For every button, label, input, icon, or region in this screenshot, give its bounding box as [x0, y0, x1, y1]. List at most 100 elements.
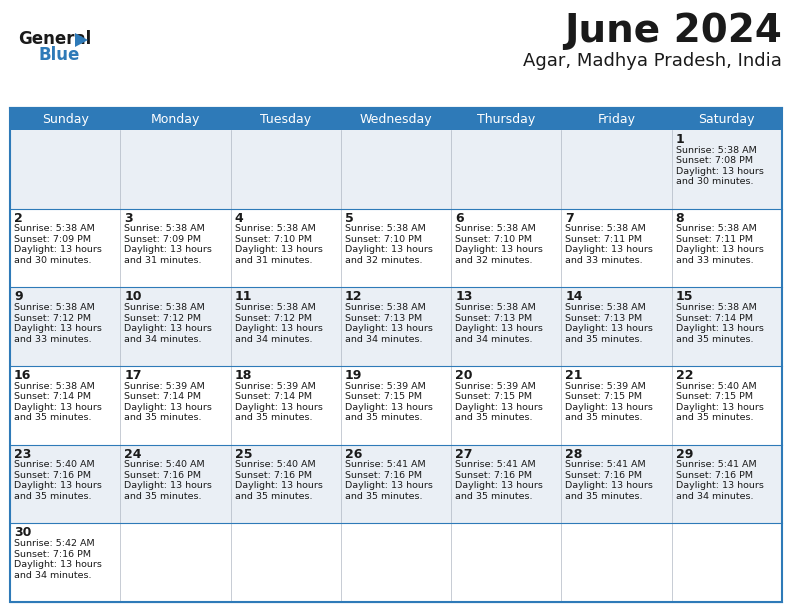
Text: and 35 minutes.: and 35 minutes.	[455, 413, 533, 422]
Text: and 31 minutes.: and 31 minutes.	[124, 256, 202, 265]
Text: 15: 15	[676, 290, 693, 304]
Text: and 35 minutes.: and 35 minutes.	[565, 335, 643, 343]
Text: Daylight: 13 hours: Daylight: 13 hours	[565, 245, 653, 255]
Text: Sunset: 7:14 PM: Sunset: 7:14 PM	[124, 392, 201, 401]
Text: Daylight: 13 hours: Daylight: 13 hours	[676, 403, 763, 412]
Text: Sunrise: 5:38 AM: Sunrise: 5:38 AM	[455, 225, 536, 233]
Text: Daylight: 13 hours: Daylight: 13 hours	[234, 482, 322, 490]
Text: Daylight: 13 hours: Daylight: 13 hours	[676, 482, 763, 490]
Text: Thursday: Thursday	[477, 113, 535, 125]
Text: 29: 29	[676, 447, 693, 461]
Text: and 33 minutes.: and 33 minutes.	[676, 256, 753, 265]
Text: Daylight: 13 hours: Daylight: 13 hours	[14, 403, 102, 412]
Text: 7: 7	[565, 212, 574, 225]
Text: Daylight: 13 hours: Daylight: 13 hours	[345, 324, 432, 333]
Text: and 35 minutes.: and 35 minutes.	[345, 492, 422, 501]
Text: 8: 8	[676, 212, 684, 225]
Text: Sunset: 7:15 PM: Sunset: 7:15 PM	[455, 392, 532, 401]
Text: Sunset: 7:12 PM: Sunset: 7:12 PM	[14, 313, 91, 323]
Text: Sunset: 7:16 PM: Sunset: 7:16 PM	[565, 471, 642, 480]
Text: Sunset: 7:16 PM: Sunset: 7:16 PM	[234, 471, 311, 480]
Text: Sunset: 7:16 PM: Sunset: 7:16 PM	[14, 550, 91, 559]
Text: Daylight: 13 hours: Daylight: 13 hours	[676, 167, 763, 176]
Text: Sunset: 7:12 PM: Sunset: 7:12 PM	[124, 313, 201, 323]
Text: and 33 minutes.: and 33 minutes.	[14, 335, 92, 343]
Text: Sunrise: 5:39 AM: Sunrise: 5:39 AM	[565, 382, 646, 391]
Text: 5: 5	[345, 212, 353, 225]
Text: 13: 13	[455, 290, 473, 304]
Text: Sunrise: 5:38 AM: Sunrise: 5:38 AM	[455, 303, 536, 312]
Text: Sunrise: 5:38 AM: Sunrise: 5:38 AM	[14, 225, 95, 233]
Text: 16: 16	[14, 369, 32, 382]
Text: and 34 minutes.: and 34 minutes.	[234, 335, 312, 343]
Text: 22: 22	[676, 369, 693, 382]
Bar	[10, 445, 782, 523]
Text: Sunrise: 5:38 AM: Sunrise: 5:38 AM	[124, 303, 205, 312]
Text: Sunset: 7:16 PM: Sunset: 7:16 PM	[14, 471, 91, 480]
Text: Sunset: 7:08 PM: Sunset: 7:08 PM	[676, 156, 752, 165]
Text: Sunrise: 5:38 AM: Sunrise: 5:38 AM	[345, 303, 425, 312]
Text: 21: 21	[565, 369, 583, 382]
Text: Sunrise: 5:39 AM: Sunrise: 5:39 AM	[455, 382, 536, 391]
Bar	[10, 366, 782, 445]
Text: 10: 10	[124, 290, 142, 304]
Text: Sunset: 7:10 PM: Sunset: 7:10 PM	[345, 235, 422, 244]
Text: Sunrise: 5:38 AM: Sunrise: 5:38 AM	[565, 303, 646, 312]
Text: Daylight: 13 hours: Daylight: 13 hours	[124, 403, 212, 412]
Text: Sunset: 7:14 PM: Sunset: 7:14 PM	[14, 392, 91, 401]
Text: and 33 minutes.: and 33 minutes.	[565, 256, 643, 265]
Text: Sunrise: 5:41 AM: Sunrise: 5:41 AM	[345, 460, 425, 469]
Text: Daylight: 13 hours: Daylight: 13 hours	[455, 324, 543, 333]
Text: and 34 minutes.: and 34 minutes.	[455, 335, 533, 343]
Text: Sunrise: 5:38 AM: Sunrise: 5:38 AM	[14, 303, 95, 312]
Bar	[10, 108, 782, 130]
Text: and 30 minutes.: and 30 minutes.	[14, 256, 92, 265]
Text: and 34 minutes.: and 34 minutes.	[345, 335, 422, 343]
Text: and 35 minutes.: and 35 minutes.	[345, 413, 422, 422]
Text: and 35 minutes.: and 35 minutes.	[14, 492, 92, 501]
Text: Daylight: 13 hours: Daylight: 13 hours	[14, 560, 102, 569]
Text: Sunrise: 5:39 AM: Sunrise: 5:39 AM	[234, 382, 315, 391]
Text: and 35 minutes.: and 35 minutes.	[234, 413, 312, 422]
Text: Sunrise: 5:40 AM: Sunrise: 5:40 AM	[234, 460, 315, 469]
Text: Sunset: 7:16 PM: Sunset: 7:16 PM	[124, 471, 201, 480]
Text: 30: 30	[14, 526, 32, 539]
Text: Friday: Friday	[598, 113, 635, 125]
Text: Daylight: 13 hours: Daylight: 13 hours	[455, 482, 543, 490]
Text: Sunrise: 5:39 AM: Sunrise: 5:39 AM	[345, 382, 425, 391]
Text: Sunrise: 5:42 AM: Sunrise: 5:42 AM	[14, 539, 94, 548]
Text: 23: 23	[14, 447, 32, 461]
Text: Sunset: 7:16 PM: Sunset: 7:16 PM	[676, 471, 752, 480]
Text: Wednesday: Wednesday	[360, 113, 432, 125]
Text: Sunset: 7:13 PM: Sunset: 7:13 PM	[565, 313, 642, 323]
Text: Daylight: 13 hours: Daylight: 13 hours	[565, 403, 653, 412]
Text: Blue: Blue	[38, 46, 79, 64]
Text: Tuesday: Tuesday	[260, 113, 311, 125]
Bar	[10, 523, 782, 602]
Text: Daylight: 13 hours: Daylight: 13 hours	[14, 324, 102, 333]
Text: 17: 17	[124, 369, 142, 382]
Text: Sunset: 7:09 PM: Sunset: 7:09 PM	[14, 235, 91, 244]
Text: Sunrise: 5:38 AM: Sunrise: 5:38 AM	[565, 225, 646, 233]
Text: 1: 1	[676, 133, 684, 146]
Text: Daylight: 13 hours: Daylight: 13 hours	[345, 403, 432, 412]
Text: and 35 minutes.: and 35 minutes.	[565, 413, 643, 422]
Text: and 34 minutes.: and 34 minutes.	[676, 492, 753, 501]
Text: Daylight: 13 hours: Daylight: 13 hours	[14, 245, 102, 255]
Text: Sunrise: 5:38 AM: Sunrise: 5:38 AM	[676, 303, 756, 312]
Text: Sunrise: 5:41 AM: Sunrise: 5:41 AM	[455, 460, 535, 469]
Text: Daylight: 13 hours: Daylight: 13 hours	[234, 245, 322, 255]
Text: 3: 3	[124, 212, 133, 225]
Bar	[10, 108, 782, 602]
Text: and 30 minutes.: and 30 minutes.	[676, 177, 753, 186]
Text: and 31 minutes.: and 31 minutes.	[234, 256, 312, 265]
Text: 11: 11	[234, 290, 252, 304]
Text: Sunday: Sunday	[42, 113, 89, 125]
Text: June 2024: June 2024	[564, 12, 782, 50]
Text: Sunrise: 5:38 AM: Sunrise: 5:38 AM	[345, 225, 425, 233]
Text: Sunrise: 5:39 AM: Sunrise: 5:39 AM	[124, 382, 205, 391]
Text: Sunset: 7:13 PM: Sunset: 7:13 PM	[455, 313, 532, 323]
Text: Sunset: 7:13 PM: Sunset: 7:13 PM	[345, 313, 422, 323]
Text: Daylight: 13 hours: Daylight: 13 hours	[234, 324, 322, 333]
Text: Sunset: 7:15 PM: Sunset: 7:15 PM	[565, 392, 642, 401]
